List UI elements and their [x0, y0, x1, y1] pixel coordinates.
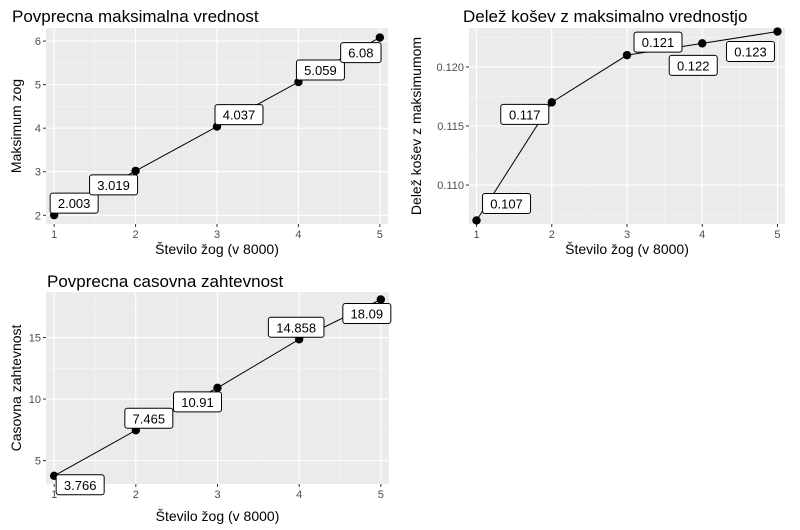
- chart-title: Povprecna maksimalna vrednost: [12, 7, 259, 26]
- data-label-text: 4.037: [223, 108, 256, 123]
- x-tick-label: 3: [214, 229, 220, 241]
- data-label-box: [482, 192, 532, 214]
- chart-title: Delež košev z maksimalno vrednostjo: [463, 7, 747, 26]
- data-label-text: 0.117: [509, 107, 541, 122]
- y-axis-title: Casovna zahtevnost: [8, 324, 24, 451]
- data-point: [773, 27, 782, 36]
- x-tick-label: 1: [51, 489, 57, 501]
- x-axis-title: Število žog (v 8000): [565, 241, 689, 257]
- chart-max: 1 2 3 4 5234562.0033.0194.0375.0596.08Povpre…: [8, 7, 388, 257]
- data-label-text: 3.766: [64, 478, 97, 493]
- data-label-text: 0.123: [734, 45, 767, 60]
- data-label: 3.766: [55, 474, 105, 496]
- data-label-text: 14.858: [276, 320, 316, 335]
- data-point: [472, 216, 481, 225]
- chart-title: Povprecna casovna zahtevnost: [47, 272, 284, 291]
- y-tick-label: 6: [35, 36, 41, 48]
- x-tick-label: 5: [774, 229, 780, 241]
- x-tick-label: 2: [549, 229, 555, 241]
- data-label-text: 0.121: [642, 35, 675, 50]
- x-tick-label: 1: [473, 229, 479, 241]
- data-label: 0.117: [500, 103, 550, 125]
- x-axis-title: Število žog (v 8000): [156, 508, 280, 524]
- chart-time: 1 2 3 4 5 5 10 15 3.766 7.465 10.91 14.858 18.09 Povp…: [8, 272, 392, 524]
- x-tick-label: 4: [295, 229, 301, 241]
- x-axis-title: Število žog (v 8000): [155, 241, 279, 257]
- data-point: [375, 33, 385, 42]
- x-tick-label: 3: [624, 229, 630, 241]
- data-label-text: 0.122: [677, 58, 710, 73]
- y-tick-label: 10: [29, 394, 41, 406]
- data-label: 0.107: [482, 192, 532, 214]
- data-label-box: [49, 192, 99, 214]
- data-label: 0.123: [725, 41, 775, 63]
- x-tick-label: 5: [378, 489, 384, 501]
- data-label-text: 10.91: [181, 395, 214, 410]
- data-point: [547, 98, 556, 107]
- data-label-text: 6.08: [348, 46, 373, 61]
- y-axis-title: Maksimum zog: [8, 79, 24, 173]
- data-label-box: [500, 103, 550, 125]
- data-label-text: 18.09: [351, 307, 384, 322]
- data-point: [131, 166, 140, 176]
- data-point: [376, 295, 386, 304]
- data-label: 0.121: [633, 31, 683, 53]
- data-label: 18.09: [342, 303, 392, 325]
- data-label-box: [342, 303, 392, 325]
- data-label: 14.858: [267, 316, 325, 338]
- data-label-box: [89, 174, 139, 196]
- data-label: 3.019: [89, 174, 139, 196]
- y-tick-label: 0.115: [437, 121, 464, 133]
- data-label-text: 7.465: [133, 411, 166, 426]
- y-tick-label: 0.110: [437, 180, 464, 192]
- x-tick-label: 2: [133, 229, 139, 241]
- y-tick-label: 5: [35, 80, 41, 92]
- x-tick-label: 4: [699, 229, 705, 241]
- data-label-box: [214, 104, 264, 126]
- data-label: 4.037: [214, 104, 264, 126]
- data-label: 7.465: [124, 407, 174, 429]
- data-label-box: [725, 41, 775, 63]
- data-label: 10.91: [173, 391, 222, 413]
- data-label-text: 5.059: [304, 63, 337, 78]
- data-point: [213, 383, 222, 393]
- x-tick-label: 4: [296, 489, 302, 501]
- x-tick-label: 1: [51, 229, 57, 241]
- chart-share: 1 2 3 4 5 0.110 0.115 0.120 0.107 0.117 0.1210.122…: [408, 7, 785, 257]
- data-label-box: [55, 474, 105, 496]
- y-axis-title: Delež košev z maksimumom: [408, 37, 424, 215]
- x-tick-label: 5: [377, 229, 383, 241]
- data-label-text: 2.003: [58, 196, 91, 211]
- data-label-box: [633, 31, 683, 53]
- y-tick-label: 2: [35, 210, 41, 222]
- x-tick-label: 2: [133, 489, 139, 501]
- data-label-text: 3.019: [97, 178, 130, 193]
- data-label-box: [295, 59, 345, 81]
- data-label: 2.003: [49, 192, 99, 214]
- data-label-box: [340, 42, 382, 64]
- data-point: [622, 50, 632, 60]
- data-label: 5.059: [295, 59, 345, 81]
- y-tick-label: 3: [35, 167, 41, 179]
- x-tick-label: 3: [214, 489, 220, 501]
- y-tick-label: 0.120: [436, 62, 464, 74]
- data-label-text: 0.107: [490, 196, 523, 211]
- y-tick-label: 15: [29, 333, 41, 345]
- data-label-box: [124, 407, 174, 429]
- data-label: 6.08: [340, 42, 382, 64]
- data-point: [698, 39, 707, 48]
- data-label-box: [267, 316, 325, 338]
- y-tick-label: 5: [35, 456, 41, 468]
- data-label-box: [173, 391, 222, 413]
- data-label-box: [668, 54, 718, 76]
- data-label: 0.122: [668, 54, 718, 76]
- y-tick-label: 4: [35, 123, 41, 135]
